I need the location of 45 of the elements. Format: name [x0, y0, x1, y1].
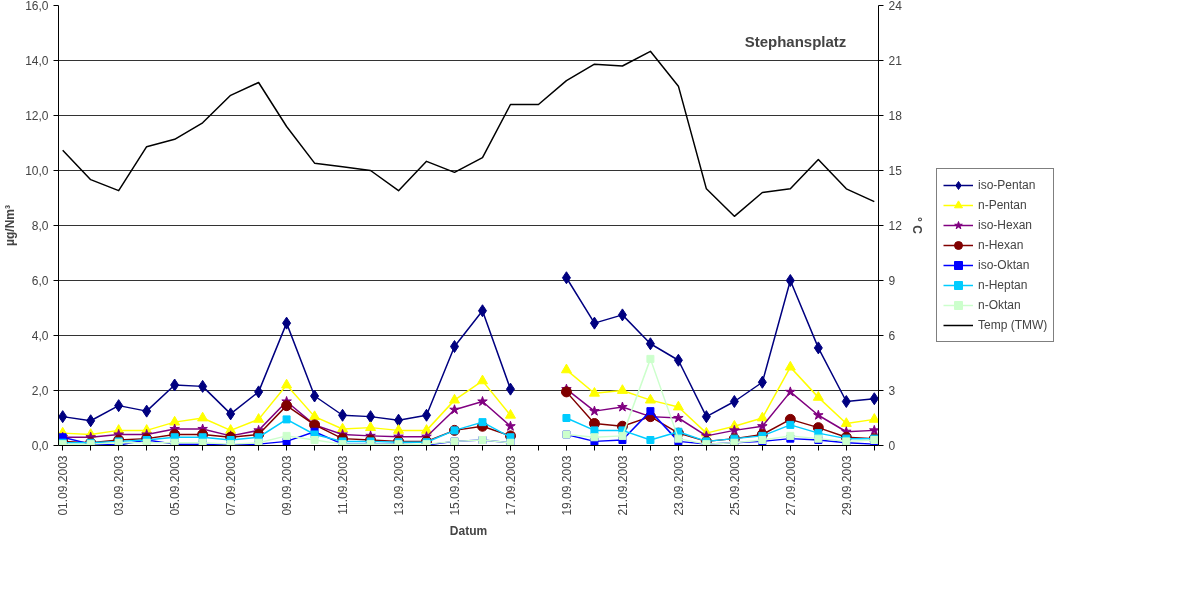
legend-label: n-Oktan	[978, 298, 1021, 312]
y2-tick-label: 0	[888, 439, 896, 453]
y-tick-label: 2,0	[31, 384, 49, 398]
legend-label: n-Hexan	[978, 238, 1024, 252]
y-tick-label: 6,0	[31, 274, 49, 288]
y-axis-title: µg/Nm³	[3, 205, 18, 246]
x-tick-label: 11.09.2003	[336, 455, 351, 515]
y2-tick-label: 21	[888, 54, 903, 68]
y2-tick-label: 9	[888, 274, 896, 288]
annotation: Stephansplatz	[744, 32, 847, 50]
y2-tick-label: 24	[888, 0, 903, 13]
y-tick-label: 12,0	[25, 109, 49, 123]
legend-label: iso-Hexan	[978, 218, 1033, 232]
x-tick-label: 05.09.2003	[168, 455, 183, 516]
y2-tick-label: 3	[888, 384, 896, 398]
x-tick-label: 29.09.2003	[839, 455, 854, 516]
x-tick-label: 15.09.2003	[448, 455, 463, 516]
legend-label: iso-Pentan	[978, 178, 1036, 192]
y2-tick-label: 15	[888, 164, 903, 178]
y-tick-label: 14,0	[25, 54, 49, 68]
x-tick-label: 09.09.2003	[280, 455, 295, 516]
legend-label: iso-Oktan	[978, 258, 1030, 272]
x-tick-label: 03.09.2003	[112, 455, 127, 516]
y2-axis-title: ° C	[909, 217, 924, 235]
y-tick-label: 10,0	[25, 164, 49, 178]
legend-label: n-Pentan	[978, 198, 1027, 212]
y-tick-label: 8,0	[31, 219, 49, 233]
x-axis-title: Datum	[449, 523, 488, 538]
x-tick-label: 17.09.2003	[503, 455, 518, 516]
x-tick-label: 19.09.2003	[559, 455, 574, 516]
x-tick-label: 27.09.2003	[783, 455, 798, 516]
y2-tick-label: 18	[888, 109, 903, 123]
x-tick-label: 25.09.2003	[727, 455, 742, 516]
y2-tick-label: 6	[888, 329, 896, 343]
legend-label: Temp (TMW)	[978, 318, 1048, 332]
legend-label: n-Heptan	[978, 278, 1028, 292]
x-tick-label: 13.09.2003	[392, 455, 407, 516]
x-tick-label: 21.09.2003	[615, 455, 630, 516]
y-tick-label: 16,0	[25, 0, 49, 13]
x-tick-label: 07.09.2003	[224, 455, 239, 516]
x-tick-label: 23.09.2003	[671, 455, 686, 516]
y-tick-label: 4,0	[31, 329, 49, 343]
y-tick-label: 0,0	[31, 439, 49, 453]
y2-tick-label: 12	[888, 219, 903, 233]
x-tick-label: 01.09.2003	[56, 455, 71, 516]
